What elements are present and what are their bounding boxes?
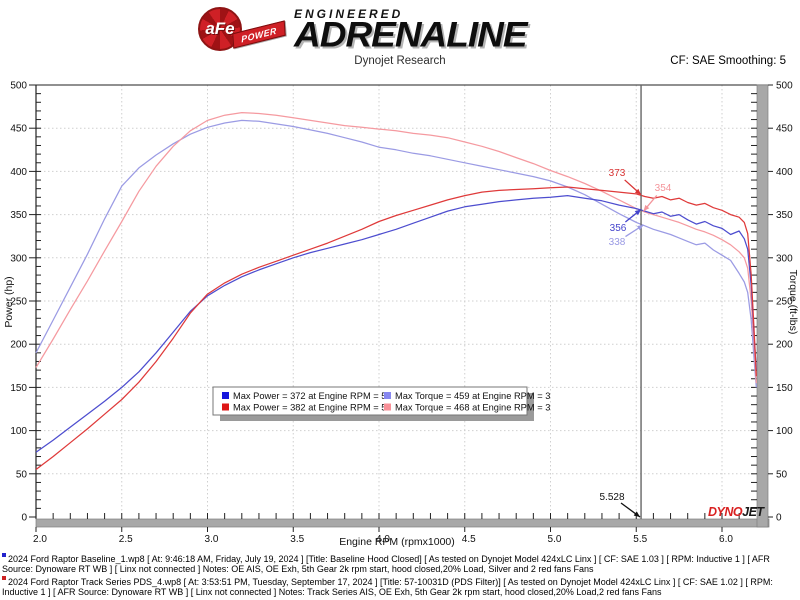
value-callout-338: 338 [609,224,644,248]
y-tick-label-right: 0 [776,513,782,524]
adrenaline-text: ADRENALINE [294,15,528,54]
value-callout-373: 373 [609,168,642,196]
y-tick-label-right: 400 [776,167,793,178]
y-tick-label-right: 500 [776,81,793,92]
value-callout-354: 354 [642,183,672,212]
track-run-marker-icon [2,575,6,580]
engineered-text: ENGINEERED [294,7,404,21]
callout-arrowhead [643,204,650,212]
chart-legend: Max Power = 372 at Engine RPM = 5 Max Tor… [212,386,550,421]
dynojet-watermark: DYNOJET [708,505,765,519]
x-tick-label: 6.0 [719,534,733,545]
axis-labels: 0 0 50 50 100 100 150 150 200 200 250 250 300 300 350 3… [10,81,793,546]
callout-value: 356 [610,223,627,234]
legend-swatch [384,403,391,411]
y-tick-label-right: 150 [776,383,793,394]
callout-arrowhead [633,511,641,517]
legend-swatch [222,403,229,411]
callout-value: 354 [655,183,672,194]
cursor-rpm-value: 5.528 [599,492,624,503]
y-tick-label-left: 350 [10,210,27,221]
legend-label: Max Torque = 459 at Engine RPM = 3 [395,391,550,401]
y-tick-label-left: 50 [16,469,28,480]
callout-arrowhead [634,188,642,195]
y-tick-label-left: 450 [10,124,27,135]
y-tick-label-right: 200 [776,340,793,351]
value-callout-356: 356 [610,208,642,234]
x-tick-label: 2.0 [33,534,47,545]
run-info-track-text: 2024 Ford Raptor Track Series PDS_4.wp8 … [2,576,773,598]
y-tick-label-right: 450 [776,124,793,135]
run-info-baseline-text: 2024 Ford Raptor Baseline_1.wp8 [ At: 9:… [2,554,770,575]
y-tick-label-right: 300 [776,253,793,264]
afe-engineered-adrenaline-logo: aFe POWER ENGINEERED ADRENALINE [192,3,528,55]
x-axis-title: Engine RPM (rpmx1000) [339,536,455,548]
curve-baseline-power [35,194,757,453]
brand-wordmark: ENGINEERED ADRENALINE [294,3,528,54]
axis-ticks [29,84,773,532]
x-tick-label: 2.5 [119,534,133,545]
y-tick-label-left: 0 [21,513,27,524]
callout-arrowhead [634,209,642,216]
callout-arrowhead [637,224,644,231]
x-tick-label: 5.5 [633,534,647,545]
gridlines [36,85,757,519]
afe-text: aFe [205,19,235,38]
y-tick-label-right: 50 [776,469,788,480]
curve-track-series-torque [35,111,757,384]
y-tick-label-left: 400 [10,167,27,178]
x-tick-label: 5.0 [548,534,562,545]
legend-box [212,386,528,416]
y-tick-label-right: 100 [776,426,793,437]
x-tick-label: 4.0 [376,534,390,545]
legend-swatch [384,392,391,399]
y-tick-label-left: 150 [10,383,27,394]
run-info-footer: 2024 Ford Raptor Baseline_1.wp8 [ At: 9:… [2,553,797,599]
afe-power-emblem: aFe POWER [192,3,292,55]
legend-swatch [222,392,229,399]
x-tick-label: 4.5 [462,534,476,545]
legend-label: Max Power = 382 at Engine RPM = 5 [233,403,386,413]
x-tick-label: 3.0 [205,534,219,545]
run-info-baseline: 2024 Ford Raptor Baseline_1.wp8 [ At: 9:… [2,553,797,575]
x-tick-label: 3.5 [290,534,304,545]
y-axis-title-right: Torque (ft-lbs) [787,270,799,335]
smoothing-setting-label: CF: SAE Smoothing: 5 [670,55,786,67]
legend-label: Max Power = 372 at Engine RPM = 5 [233,391,386,401]
y-tick-label-left: 250 [10,297,27,308]
curve-track-series-power [35,186,757,470]
y-tick-label-left: 100 [10,426,27,437]
header: aFe POWER ENGINEERED ADRENALINE Dynojet … [0,0,800,75]
y-tick-label-left: 200 [10,340,27,351]
callout-value: 373 [609,168,626,179]
legend-label: Max Torque = 468 at Engine RPM = 3 [395,403,550,413]
baseline-run-marker-icon [2,553,6,557]
cursor-rpm-callout: 5.528 [599,492,641,518]
y-axis-title-left: Power (hp) [3,276,15,327]
y-tick-label-left: 300 [10,253,27,264]
x-axis-bar [35,518,770,528]
right-axis-bar [756,84,769,528]
y-tick-label-right: 350 [776,210,793,221]
dynojet-research-title: Dynojet Research [354,55,446,67]
curve-baseline-torque [35,119,757,388]
y-tick-label-left: 500 [10,81,27,92]
y-tick-label-right: 250 [776,297,793,308]
callout-value: 338 [609,237,626,248]
run-info-track-series: 2024 Ford Raptor Track Series PDS_4.wp8 … [2,575,797,598]
